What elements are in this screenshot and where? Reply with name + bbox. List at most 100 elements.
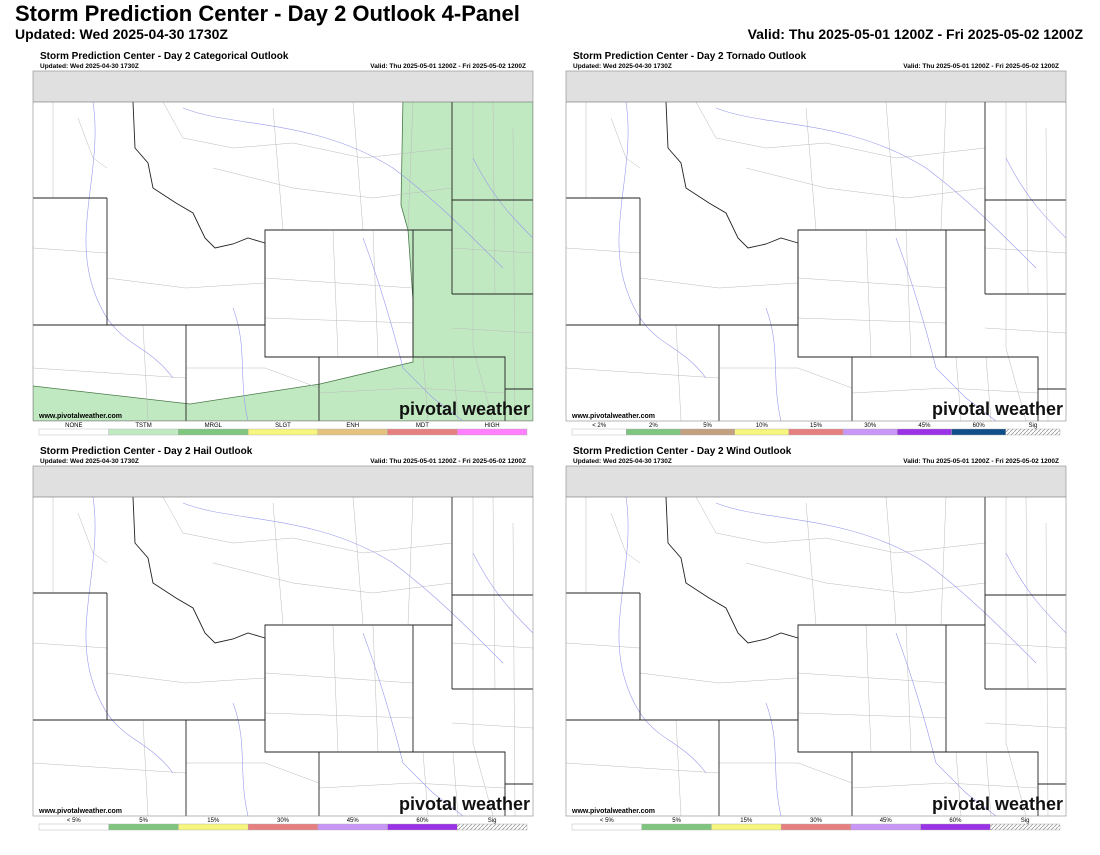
logo: pivotal weather <box>932 399 1063 419</box>
legend-label: ENH <box>346 423 359 429</box>
legend-swatch <box>780 823 852 831</box>
county-line <box>984 642 1066 649</box>
logo: pivotal weather <box>932 794 1063 814</box>
legend-label: Sig <box>1029 423 1038 429</box>
county-line <box>162 101 453 159</box>
legend-swatch <box>788 428 844 436</box>
county-line <box>885 101 897 231</box>
county-line <box>352 101 364 231</box>
legend-label: 5% <box>703 423 712 429</box>
legend-label: 30% <box>277 818 290 824</box>
legend-label: 10% <box>756 423 769 429</box>
legend-label: < 2% <box>592 423 607 429</box>
panel-title: Storm Prediction Center - Day 2 Categori… <box>40 51 289 62</box>
legend-swatch <box>711 823 782 831</box>
state-border <box>132 101 266 249</box>
legend-swatch <box>680 428 735 436</box>
county-line <box>492 101 496 295</box>
county-line <box>566 367 720 379</box>
county-line <box>472 497 494 816</box>
county-line <box>675 719 682 816</box>
county-line <box>985 356 992 421</box>
river <box>232 702 249 816</box>
river <box>472 552 533 634</box>
panel-valid: Valid: Thu 2025-05-01 1200Z - Fri 2025-0… <box>370 63 526 70</box>
legend-label: Sig <box>488 818 497 824</box>
legend-swatch <box>247 428 319 436</box>
site: www.pivotalweather.com <box>571 808 655 815</box>
map <box>33 466 533 816</box>
legend-label: SLGT <box>275 423 291 429</box>
county-line <box>797 712 947 719</box>
county-line <box>984 247 1066 254</box>
site: www.pivotalweather.com <box>38 413 122 420</box>
county-line <box>33 762 187 774</box>
river <box>1005 157 1066 239</box>
river <box>895 237 997 421</box>
panel-updated: Updated: Wed 2025-04-30 1730Z <box>40 458 139 465</box>
river <box>715 502 1037 664</box>
county-line <box>566 247 641 254</box>
legend-swatch <box>990 823 1061 831</box>
legend-label: MRGL <box>205 423 223 429</box>
legend-swatch <box>387 823 458 831</box>
river <box>85 101 174 379</box>
panel: Storm Prediction Center - Day 2 Tornado … <box>565 51 1067 436</box>
county-line <box>719 367 853 389</box>
river <box>765 702 782 816</box>
legend-label: 15% <box>207 818 220 824</box>
county-line <box>372 624 379 753</box>
river <box>362 237 464 421</box>
county-line <box>851 387 1039 394</box>
county-line <box>77 117 108 169</box>
county-line <box>33 367 187 379</box>
county-line <box>984 722 1066 729</box>
legend-swatch <box>457 428 528 436</box>
panel-updated: Updated: Wed 2025-04-30 1730Z <box>573 458 672 465</box>
map-bg <box>566 71 1066 421</box>
county-line <box>1025 101 1029 295</box>
river <box>1005 552 1066 634</box>
panel-title: Storm Prediction Center - Day 2 Tornado … <box>573 51 807 62</box>
county-line <box>318 387 506 394</box>
county-line <box>1025 496 1029 690</box>
county-line <box>797 277 947 289</box>
legend-label: 15% <box>740 818 753 824</box>
county-line <box>332 624 339 753</box>
legend-label: HIGH <box>485 423 500 429</box>
county-line <box>885 496 897 626</box>
panel-updated: Updated: Wed 2025-04-30 1730Z <box>573 63 672 70</box>
county-line <box>272 107 284 231</box>
river <box>362 632 464 816</box>
map-frame <box>32 465 534 817</box>
legend-label: < 5% <box>67 818 82 824</box>
state-border <box>665 101 799 249</box>
logo: pivotal weather <box>399 399 530 419</box>
state-border <box>413 356 506 421</box>
county-line <box>1045 127 1049 421</box>
county-line <box>955 751 962 816</box>
legend-swatch <box>641 823 712 831</box>
county-line <box>955 356 962 421</box>
tstm-area <box>33 96 533 421</box>
header-band <box>566 466 1066 497</box>
county-line <box>745 562 986 594</box>
county-line <box>940 496 947 626</box>
county-line <box>566 762 720 774</box>
map-bg <box>566 466 1066 816</box>
panel-title: Storm Prediction Center - Day 2 Wind Out… <box>573 446 792 457</box>
county-line <box>264 672 414 684</box>
county-line <box>805 502 817 626</box>
county-line <box>985 751 992 816</box>
county-line <box>865 229 872 358</box>
county-line <box>186 762 320 784</box>
legend-swatch <box>317 428 388 436</box>
site: www.pivotalweather.com <box>38 808 122 815</box>
panel: Storm Prediction Center - Day 2 Categori… <box>32 51 534 436</box>
county-line <box>610 117 641 169</box>
panel: Storm Prediction Center - Day 2 Wind Out… <box>565 446 1067 831</box>
panel: Storm Prediction Center - Day 2 Hail Out… <box>32 446 534 831</box>
legend-swatch <box>38 823 109 831</box>
county-line <box>77 512 108 564</box>
